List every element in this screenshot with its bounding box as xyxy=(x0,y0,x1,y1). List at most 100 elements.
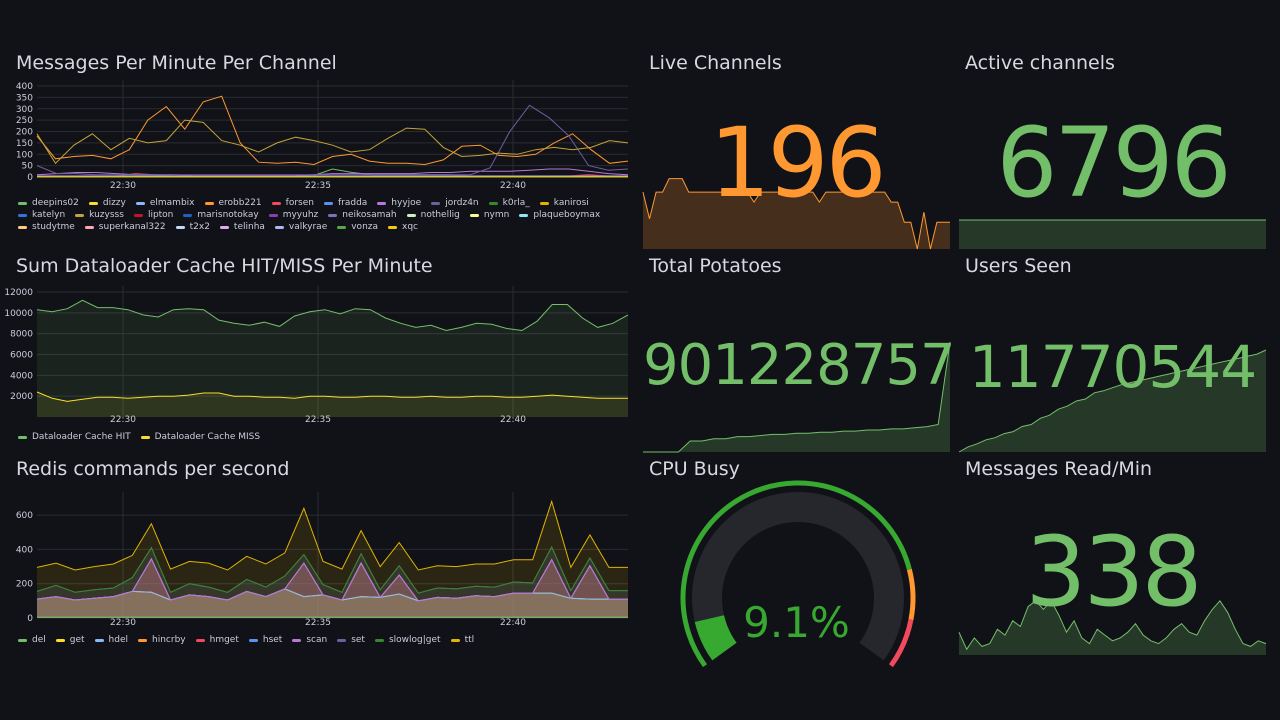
legend-label: nymn xyxy=(483,210,510,220)
active-channels-value: 6796 xyxy=(996,107,1231,219)
legend-item[interactable]: get xyxy=(55,635,85,645)
legend-item[interactable]: forsen xyxy=(271,198,314,208)
legend-item[interactable]: katelyn xyxy=(18,210,65,220)
legend-swatch xyxy=(18,201,27,205)
gauge-value xyxy=(694,614,737,661)
legend-item[interactable]: scan xyxy=(292,635,327,645)
legend-swatch xyxy=(271,201,281,205)
active-channels-sparkline xyxy=(959,219,1266,249)
legend-label: lipton xyxy=(147,210,174,220)
legend-label: fradda xyxy=(337,198,368,208)
legend-item[interactable]: hincrby xyxy=(138,635,186,645)
legend-item[interactable]: hmget xyxy=(195,635,239,645)
legend-item[interactable]: superkanal322 xyxy=(84,222,166,232)
y-tick-label: 400 xyxy=(16,82,33,92)
redis-chart: 0 200 400 600 22:30 22:35 22:40 xyxy=(16,492,628,628)
legend-item[interactable]: hset xyxy=(248,635,282,645)
panel-title: Users Seen xyxy=(965,255,1072,277)
y-tick-label: 400 xyxy=(16,545,33,555)
legend-label: plaqueboymax xyxy=(533,210,601,220)
legend-item[interactable]: vonza xyxy=(337,222,378,232)
legend-swatch xyxy=(388,225,398,229)
legend-item[interactable]: dizzy xyxy=(88,198,126,208)
cache-hit-miss-panel: Sum Dataloader Cache HIT/MISS Per Minute… xyxy=(4,255,633,450)
panel-title: Messages Read/Min xyxy=(965,458,1153,480)
legend-swatch xyxy=(75,213,85,217)
series-area xyxy=(37,558,628,618)
legend: Dataloader Cache HIT Dataloader Cache MIS… xyxy=(18,432,633,442)
sparkline-area xyxy=(643,342,950,452)
legend-item[interactable]: set xyxy=(337,635,365,645)
legend-label: erobb221 xyxy=(218,198,262,208)
legend-label: superkanal322 xyxy=(98,222,166,232)
legend-item[interactable]: kuzysss xyxy=(75,210,124,220)
legend-label: Dataloader Cache HIT xyxy=(32,432,131,442)
legend-item[interactable]: kanirosi xyxy=(539,198,589,208)
legend-item[interactable]: erobb221 xyxy=(204,198,262,208)
legend-swatch xyxy=(18,435,27,439)
legend-label: k0rla_ xyxy=(502,198,530,208)
legend-swatch xyxy=(175,225,185,229)
legend-swatch xyxy=(138,638,148,642)
legend-swatch xyxy=(248,638,258,642)
legend-item[interactable]: hyyjoe xyxy=(377,198,421,208)
legend-item[interactable]: elmambix xyxy=(135,198,195,208)
legend-item[interactable]: telinha xyxy=(219,222,265,232)
legend-item[interactable]: valkyrae xyxy=(274,222,327,232)
legend-swatch xyxy=(18,225,27,229)
x-tick-label: 22:35 xyxy=(305,181,331,191)
legend: deepins02 dizzy elmambix erobb221 forsen frad… xyxy=(18,198,633,232)
legend-label: set xyxy=(351,635,365,645)
legend-swatch xyxy=(337,638,347,642)
legend-item[interactable]: neikosamah xyxy=(328,210,397,220)
y-tick-label: 10000 xyxy=(4,309,33,319)
legend-item[interactable]: lipton xyxy=(133,210,174,220)
sparkline-area xyxy=(959,220,1266,249)
messages-read-value: 338 xyxy=(1025,516,1202,628)
messages-read-panel: Messages Read/Min 338 xyxy=(958,458,1267,656)
active-channels-panel: Active channels 6796 xyxy=(959,52,1266,250)
legend-item[interactable]: nothellig xyxy=(406,210,460,220)
legend-swatch xyxy=(328,213,338,217)
legend-item[interactable]: marisnotokay xyxy=(183,210,259,220)
legend-item[interactable]: Dataloader Cache HIT xyxy=(18,432,131,442)
legend-label: jordz4n xyxy=(445,198,479,208)
y-tick-label: 250 xyxy=(16,116,33,126)
gauge-threshold-green xyxy=(680,480,912,668)
users-seen-sparkline xyxy=(958,349,1267,453)
legend-swatch xyxy=(488,201,498,205)
sparkline-area xyxy=(959,600,1266,655)
y-tick-label: 200 xyxy=(16,128,33,138)
legend-swatch xyxy=(204,201,214,205)
legend-swatch xyxy=(268,213,278,217)
cache-chart: 2000 4000 6000 8000 10000 12000 22:30 22:35 22:4… xyxy=(4,286,629,425)
legend-item[interactable]: k0rla_ xyxy=(488,198,530,208)
legend-swatch xyxy=(274,225,284,229)
legend-item[interactable]: del xyxy=(18,635,46,645)
legend-item[interactable]: t2x2 xyxy=(175,222,210,232)
legend-swatch xyxy=(195,638,205,642)
cpu-busy-value: 9.1% xyxy=(743,598,850,647)
legend-item[interactable]: Dataloader Cache MISS xyxy=(140,432,260,442)
users-seen-panel: Users Seen 11770544 xyxy=(958,255,1267,453)
legend-item[interactable]: plaqueboymax xyxy=(519,210,600,220)
x-tick-label: 22:35 xyxy=(305,618,331,628)
legend-item[interactable]: ttl xyxy=(450,635,474,645)
legend-item[interactable]: jordz4n xyxy=(431,198,479,208)
legend-item[interactable]: myyuhz xyxy=(268,210,318,220)
legend-swatch xyxy=(183,213,193,217)
legend-item[interactable]: fradda xyxy=(323,198,368,208)
series-area xyxy=(37,546,628,618)
legend-item[interactable]: deepins02 xyxy=(18,198,79,208)
legend-swatch xyxy=(337,225,347,229)
legend-item[interactable]: slowlog|get xyxy=(374,635,441,645)
legend-label: hyyjoe xyxy=(391,198,422,208)
legend-swatch xyxy=(377,201,387,205)
panel-title: Sum Dataloader Cache HIT/MISS Per Minute xyxy=(16,255,433,277)
legend-item[interactable]: studytme xyxy=(18,222,75,232)
legend-item[interactable]: nymn xyxy=(469,210,510,220)
series-area xyxy=(37,558,628,618)
y-tick-label: 150 xyxy=(16,139,33,149)
legend-item[interactable]: hdel xyxy=(94,635,128,645)
legend-item[interactable]: xqc xyxy=(388,222,418,232)
